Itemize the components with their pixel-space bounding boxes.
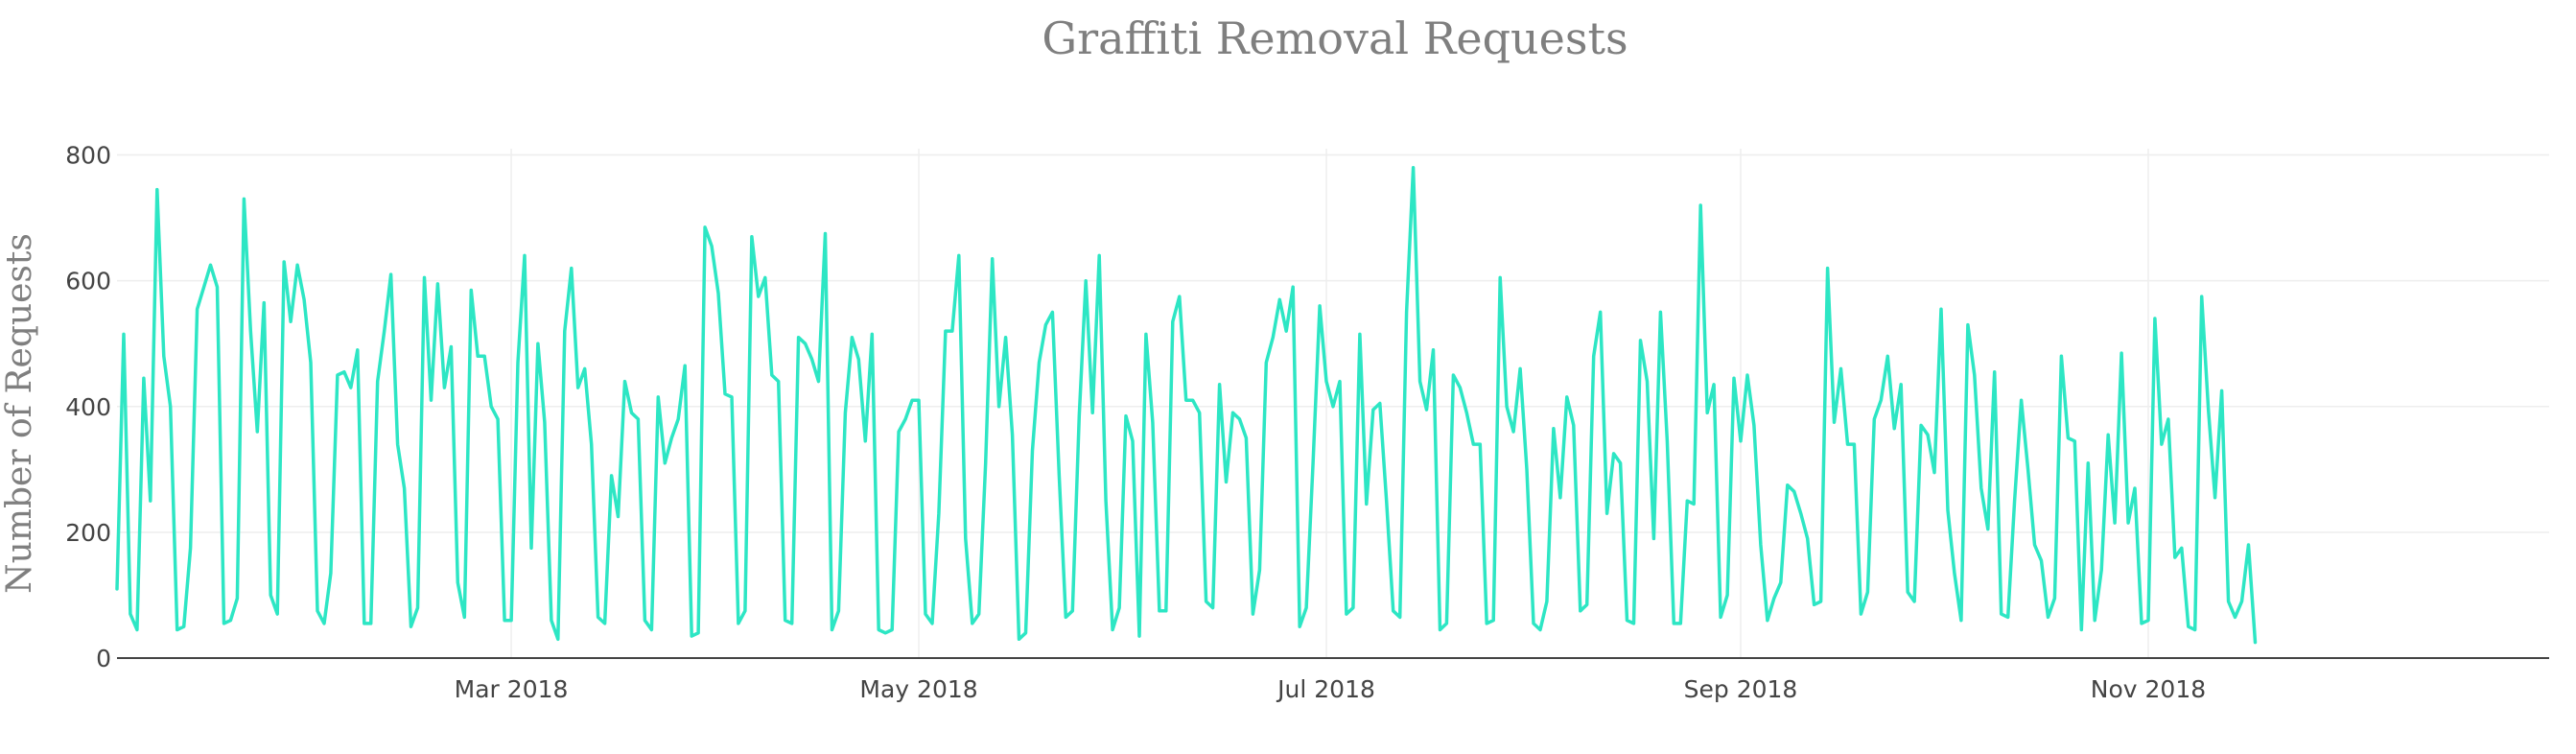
x-tick-label-2: Jul 2018 <box>1276 675 1375 703</box>
x-tick-label-4: Nov 2018 <box>2091 675 2206 703</box>
axis-layer: 0 200 400 600 800 Mar 2018 May 2018 Jul 2018 Sep… <box>65 142 2549 703</box>
y-axis-title: Number of Requests <box>0 233 39 594</box>
x-tick-label-1: May 2018 <box>859 675 977 703</box>
plot-area <box>115 165 2258 645</box>
series-line-0 <box>115 165 2258 645</box>
x-tick-label-3: Sep 2018 <box>1684 675 1798 703</box>
y-tick-label-2: 400 <box>65 393 111 421</box>
y-tick-label-0: 0 <box>96 645 111 672</box>
y-tick-label-1: 200 <box>65 519 111 547</box>
chart-title: Graffiti Removal Requests <box>1042 12 1628 64</box>
x-tick-label-0: Mar 2018 <box>455 675 569 703</box>
y-tick-label-4: 800 <box>65 142 111 170</box>
y-tick-label-3: 600 <box>65 268 111 295</box>
